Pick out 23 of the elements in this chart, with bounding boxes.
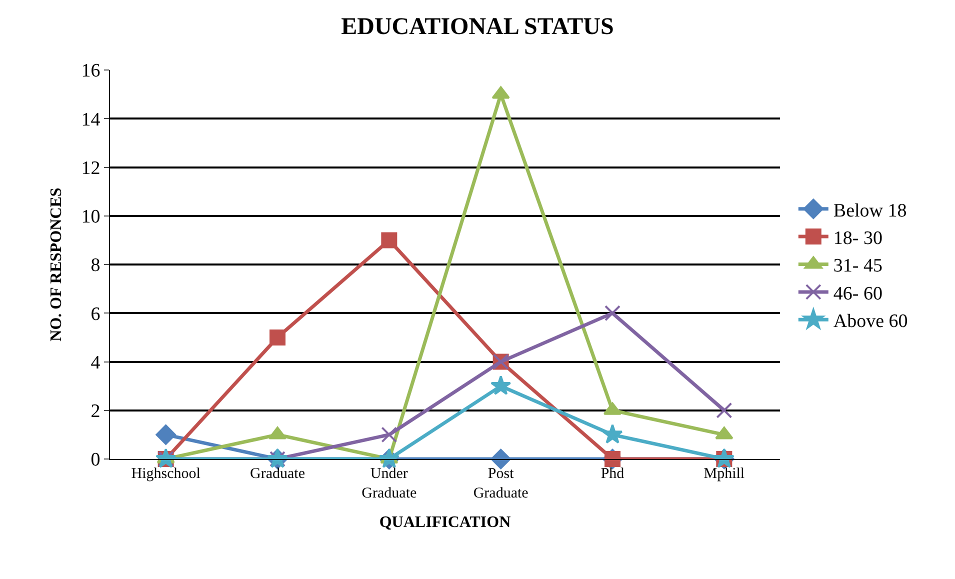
y-tick-label: 0 [90, 450, 100, 471]
chart-title: EDUCATIONAL STATUS [341, 14, 614, 40]
legend-label: Below 18 [833, 200, 907, 222]
x-tick-label: Graduate [250, 466, 306, 482]
legend-label: 18- 30 [833, 228, 882, 249]
x-tick-label: Under Graduate [362, 466, 417, 502]
x-tick-label: Mphill [704, 466, 745, 482]
y-tick-label: 10 [81, 206, 100, 228]
legend-label: 31- 45 [833, 256, 882, 277]
y-tick-label: 8 [90, 255, 100, 276]
y-tick-label: 2 [90, 401, 100, 422]
y-tick-label: 16 [81, 60, 100, 82]
y-tick-label: 6 [90, 304, 100, 325]
y-tick-label: 12 [81, 158, 100, 179]
x-tick-label: Phd [600, 466, 625, 482]
y-tick-label: 14 [81, 109, 101, 130]
y-axis-title: NO. OF RESPONCES [48, 188, 66, 342]
legend-label: Above 60 [833, 311, 908, 332]
x-axis-title: QUALIFICATION [379, 514, 512, 532]
x-tick-label: Highschool [131, 466, 200, 482]
x-tick-label: Post Graduate [473, 466, 529, 502]
y-tick-label: 4 [90, 352, 101, 374]
legend-label: 46- 60 [833, 283, 882, 304]
